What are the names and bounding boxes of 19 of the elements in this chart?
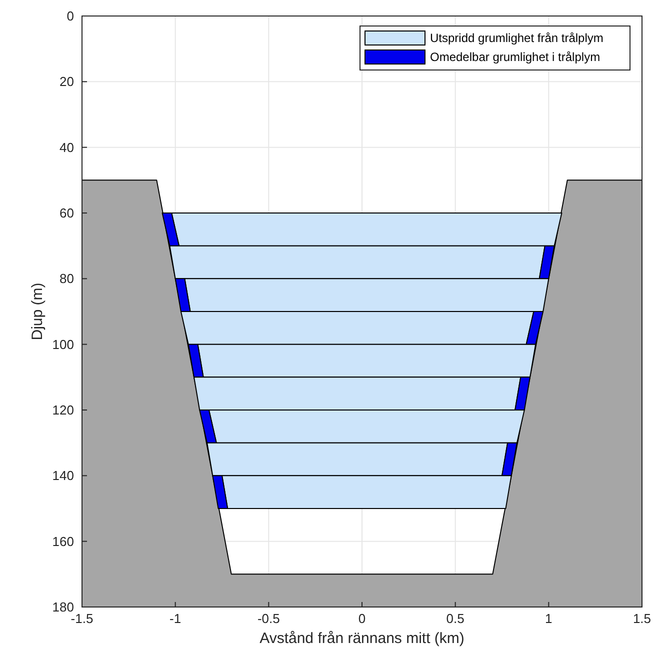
legend-label: Omedelbar grumlighet i trålplym: [430, 50, 600, 64]
x-tick-label: 1.5: [632, 611, 652, 626]
y-tick-label: 80: [60, 271, 74, 286]
legend-label: Utspridd grumlighet från trålplym: [430, 31, 604, 45]
x-tick-label: 0: [358, 611, 366, 626]
y-tick-label: 60: [60, 206, 74, 220]
y-tick-label: 120: [52, 402, 74, 418]
y-axis-title: Djup (m): [29, 282, 46, 340]
y-tick-label: 0: [66, 8, 74, 24]
x-tick-label: -1: [170, 611, 182, 626]
y-tick-label: 20: [60, 74, 74, 90]
x-tick-label: -0.5: [257, 611, 280, 626]
x-axis-title: Avstånd från rännans mitt (km): [260, 630, 464, 647]
y-tick-label: 160: [52, 534, 74, 549]
x-tick-label: 0.5: [446, 611, 464, 626]
x-tick-label: 1: [545, 611, 552, 626]
y-tick-label: 140: [52, 468, 74, 484]
y-tick-label: 40: [60, 140, 74, 155]
y-tick-label: 100: [52, 336, 74, 352]
